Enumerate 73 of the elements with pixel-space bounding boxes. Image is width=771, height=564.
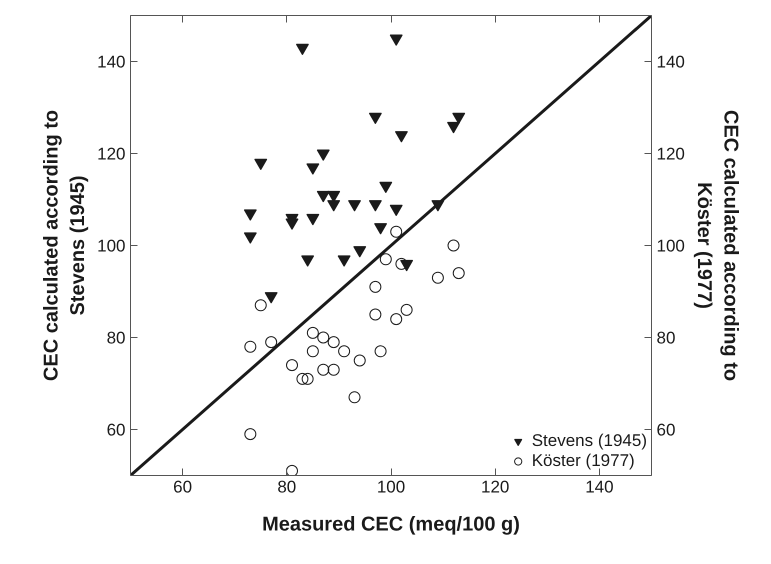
point <box>317 332 330 344</box>
point <box>327 200 340 212</box>
point <box>390 313 402 326</box>
point <box>306 163 320 175</box>
point <box>302 372 314 385</box>
legend-label: Köster (1977) <box>532 451 635 471</box>
point <box>328 364 340 376</box>
point <box>244 209 257 221</box>
point <box>264 292 278 304</box>
point <box>374 223 388 235</box>
legend-label: Stevens (1945) <box>532 431 647 451</box>
point <box>390 34 403 46</box>
point <box>338 255 351 267</box>
point <box>452 112 466 124</box>
point <box>379 182 392 194</box>
point <box>296 372 308 385</box>
y2-tick-label: 60 <box>656 420 676 440</box>
point <box>368 200 382 212</box>
point <box>316 190 330 202</box>
point <box>327 190 340 202</box>
point <box>354 354 366 366</box>
point <box>328 336 340 348</box>
point <box>254 158 268 170</box>
x-axis-title: Measured CEC (meq/100 g) <box>262 514 520 536</box>
point <box>369 280 382 293</box>
point <box>244 428 256 440</box>
y-axis-title: CEC calculated according to Stevens (1945) <box>40 110 90 382</box>
point <box>286 464 298 476</box>
point <box>368 112 382 124</box>
point <box>448 240 460 252</box>
point <box>348 200 362 212</box>
point <box>447 122 460 134</box>
point <box>374 345 387 358</box>
y2-tick-label: 80 <box>656 328 676 348</box>
point <box>348 391 361 404</box>
point <box>432 272 444 284</box>
point <box>265 336 278 348</box>
y2-tick-label: 120 <box>656 144 685 164</box>
point <box>452 267 465 280</box>
y-tick-label: 60 <box>106 420 126 440</box>
point <box>394 131 408 143</box>
point <box>286 218 299 230</box>
y2-tick-label: 100 <box>656 236 685 256</box>
y-tick-label: 140 <box>97 52 126 72</box>
x-tick-label: 140 <box>585 478 614 496</box>
point <box>390 226 402 238</box>
y-tick-label: 120 <box>97 144 126 164</box>
point <box>317 364 330 376</box>
x-tick-label: 100 <box>376 478 406 496</box>
point <box>306 326 319 339</box>
point <box>306 345 319 358</box>
point <box>244 232 257 244</box>
point <box>390 204 403 216</box>
point <box>244 340 256 353</box>
point <box>400 304 413 316</box>
x-tick-label: 80 <box>277 478 296 496</box>
point <box>395 258 408 270</box>
point <box>286 359 298 372</box>
point <box>338 345 350 358</box>
point <box>254 299 267 312</box>
point <box>306 214 320 226</box>
point <box>296 44 309 56</box>
point <box>316 150 330 161</box>
x-tick-label: 60 <box>173 478 192 496</box>
point <box>380 253 392 266</box>
point <box>369 308 382 320</box>
x-tick-label: 120 <box>481 478 510 496</box>
y2-axis-title: CEC calculated according to Köster (1977) <box>692 110 742 382</box>
y-tick-label: 80 <box>106 328 126 348</box>
y-tick-label: 100 <box>97 236 126 256</box>
y2-tick-label: 140 <box>656 52 685 72</box>
point <box>301 255 314 267</box>
point <box>353 246 366 258</box>
